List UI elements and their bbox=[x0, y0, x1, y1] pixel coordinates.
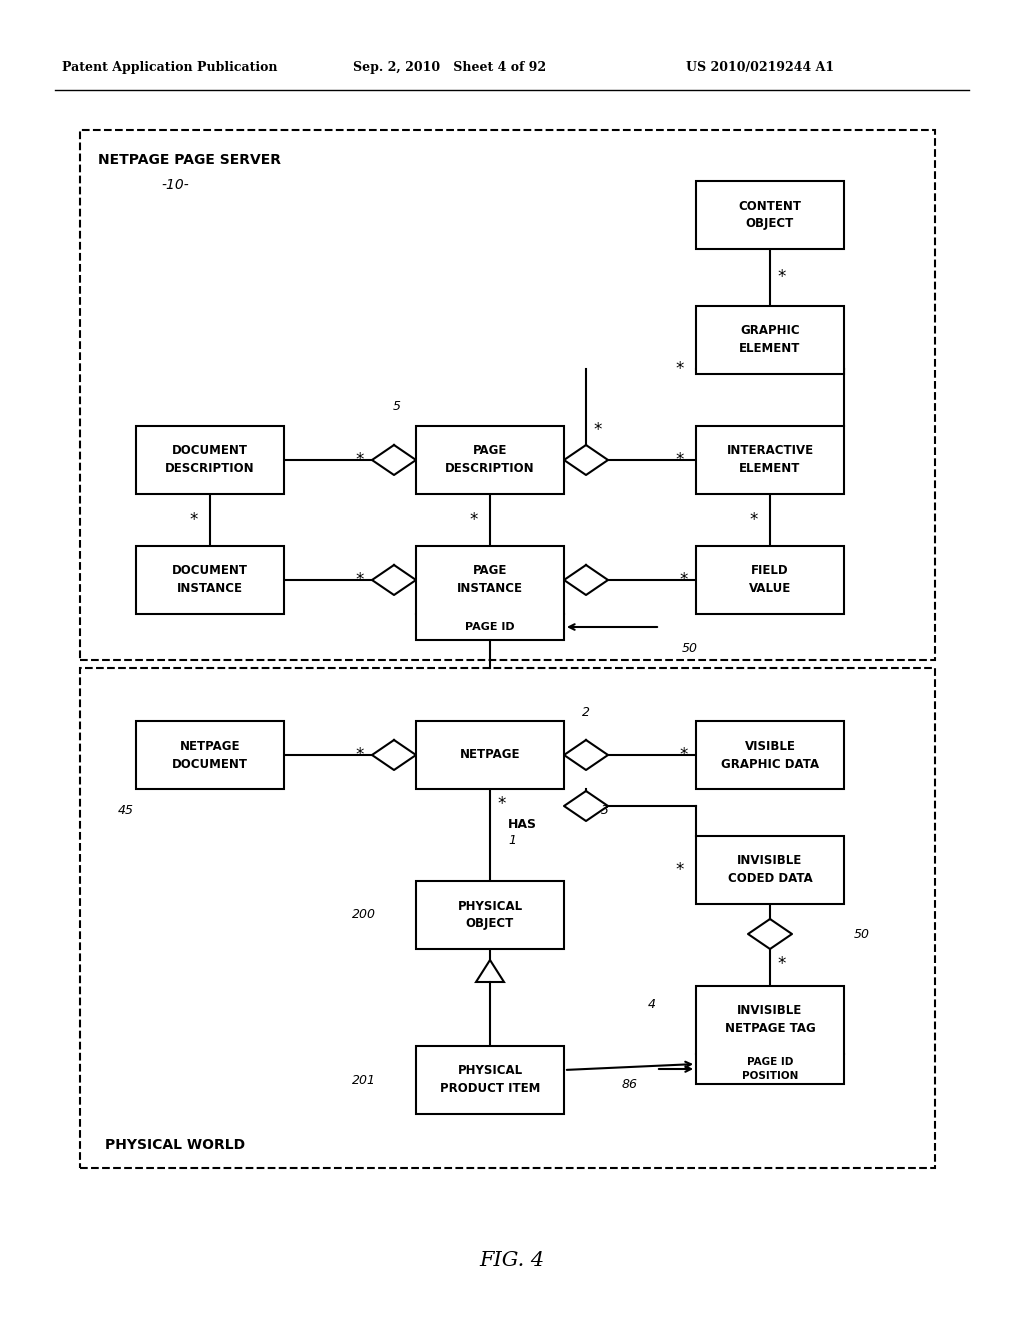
Bar bbox=[136, 546, 284, 614]
Text: Sep. 2, 2010   Sheet 4 of 92: Sep. 2, 2010 Sheet 4 of 92 bbox=[353, 62, 547, 74]
Text: 1: 1 bbox=[508, 834, 516, 847]
Text: *: * bbox=[355, 451, 364, 469]
Bar bbox=[696, 426, 844, 494]
Text: PAGE
DESCRIPTION: PAGE DESCRIPTION bbox=[445, 445, 535, 475]
Text: 200: 200 bbox=[352, 908, 376, 921]
Text: *: * bbox=[750, 511, 758, 529]
Text: 3: 3 bbox=[601, 804, 609, 817]
Text: 201: 201 bbox=[352, 1073, 376, 1086]
Bar bbox=[80, 668, 935, 1168]
Text: PAGE ID: PAGE ID bbox=[465, 622, 515, 632]
Text: GRAPHIC
ELEMENT: GRAPHIC ELEMENT bbox=[739, 325, 801, 355]
Bar bbox=[696, 306, 844, 374]
Text: *: * bbox=[355, 572, 364, 589]
Bar bbox=[80, 129, 935, 660]
Text: *: * bbox=[189, 511, 198, 529]
Text: *: * bbox=[680, 746, 688, 764]
Text: FIG. 4: FIG. 4 bbox=[479, 1250, 545, 1270]
Text: NETPAGE PAGE SERVER: NETPAGE PAGE SERVER bbox=[98, 153, 282, 168]
Text: 50: 50 bbox=[682, 643, 698, 656]
Text: -10-: -10- bbox=[161, 178, 188, 191]
Text: *: * bbox=[778, 268, 786, 286]
Text: INTERACTIVE
ELEMENT: INTERACTIVE ELEMENT bbox=[726, 445, 813, 475]
Bar bbox=[696, 181, 844, 249]
Text: PHYSICAL
PRODUCT ITEM: PHYSICAL PRODUCT ITEM bbox=[440, 1064, 541, 1096]
Text: PHYSICAL
OBJECT: PHYSICAL OBJECT bbox=[458, 899, 522, 931]
Text: CONTENT
OBJECT: CONTENT OBJECT bbox=[738, 199, 802, 231]
Text: DOCUMENT
DESCRIPTION: DOCUMENT DESCRIPTION bbox=[165, 445, 255, 475]
Text: NETPAGE: NETPAGE bbox=[460, 748, 520, 762]
Bar bbox=[416, 426, 564, 494]
Text: *: * bbox=[594, 421, 602, 440]
Text: *: * bbox=[676, 451, 684, 469]
Text: DOCUMENT
INSTANCE: DOCUMENT INSTANCE bbox=[172, 565, 248, 595]
Bar bbox=[416, 546, 564, 640]
Text: 45: 45 bbox=[118, 804, 134, 817]
Text: *: * bbox=[680, 572, 688, 589]
Text: INVISIBLE
CODED DATA: INVISIBLE CODED DATA bbox=[728, 854, 812, 886]
Bar bbox=[696, 836, 844, 904]
Text: PAGE ID
POSITION: PAGE ID POSITION bbox=[741, 1057, 798, 1081]
Bar bbox=[416, 721, 564, 789]
Text: VISIBLE
GRAPHIC DATA: VISIBLE GRAPHIC DATA bbox=[721, 739, 819, 771]
Text: US 2010/0219244 A1: US 2010/0219244 A1 bbox=[686, 62, 835, 74]
Text: PHYSICAL WORLD: PHYSICAL WORLD bbox=[104, 1138, 245, 1152]
Text: 86: 86 bbox=[622, 1078, 638, 1092]
Text: *: * bbox=[355, 746, 364, 764]
Bar bbox=[696, 546, 844, 614]
Text: 4: 4 bbox=[648, 998, 656, 1011]
Text: NETPAGE
DOCUMENT: NETPAGE DOCUMENT bbox=[172, 739, 248, 771]
Text: Patent Application Publication: Patent Application Publication bbox=[62, 62, 278, 74]
Text: *: * bbox=[676, 861, 684, 879]
Text: 50: 50 bbox=[854, 928, 870, 940]
Bar bbox=[136, 426, 284, 494]
Text: INVISIBLE
NETPAGE TAG: INVISIBLE NETPAGE TAG bbox=[725, 1005, 815, 1035]
Text: FIELD
VALUE: FIELD VALUE bbox=[749, 565, 792, 595]
Bar bbox=[136, 721, 284, 789]
Text: *: * bbox=[470, 511, 478, 529]
Bar bbox=[696, 986, 844, 1084]
Bar bbox=[696, 721, 844, 789]
Text: HAS: HAS bbox=[508, 817, 537, 830]
Text: *: * bbox=[778, 954, 786, 973]
Text: *: * bbox=[498, 795, 506, 813]
Text: 5: 5 bbox=[393, 400, 401, 412]
Text: *: * bbox=[676, 360, 684, 378]
Bar bbox=[416, 880, 564, 949]
Text: 2: 2 bbox=[582, 706, 590, 719]
Bar bbox=[416, 1045, 564, 1114]
Text: PAGE
INSTANCE: PAGE INSTANCE bbox=[457, 565, 523, 595]
